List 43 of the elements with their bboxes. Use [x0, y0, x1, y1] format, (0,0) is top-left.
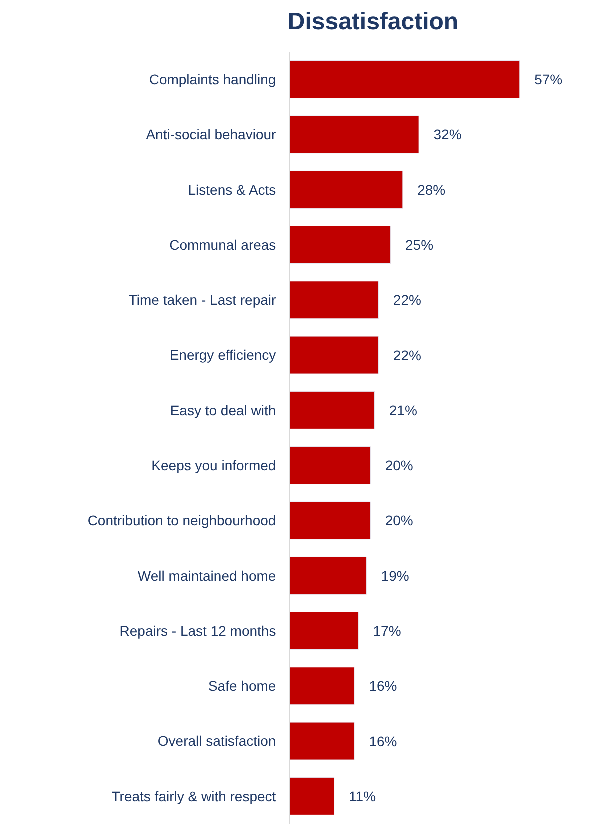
- bar: [290, 281, 379, 320]
- data-label: 32%: [422, 126, 462, 143]
- y-tick-label: Treats fairly & with respect: [112, 788, 276, 804]
- bar: [290, 336, 379, 374]
- bar: [290, 391, 375, 430]
- bar: [290, 226, 392, 264]
- bar: [290, 722, 355, 760]
- data-label: 16%: [358, 733, 398, 750]
- y-tick-label: Easy to deal with: [170, 402, 276, 418]
- y-tick-label: Communal areas: [170, 236, 276, 253]
- y-tick-label: Listens & Acts: [188, 182, 276, 198]
- data-label: 57%: [522, 72, 563, 88]
- bar: [290, 612, 359, 650]
- y-tick-label: Contribution to neighbourhood: [88, 512, 276, 529]
- data-label: 22%: [382, 292, 422, 308]
- y-tick-label: Anti-social behaviour: [146, 126, 277, 143]
- data-label: 25%: [394, 237, 434, 253]
- data-label: 21%: [378, 402, 418, 418]
- chart-title: Dissatisfaction: [288, 8, 459, 36]
- bar: [290, 502, 371, 540]
- data-label: 19%: [370, 568, 410, 584]
- bar: [290, 60, 520, 99]
- y-tick-label: Energy efficiency: [170, 347, 276, 364]
- y-tick-label: Repairs - Last 12 months: [120, 622, 276, 639]
- y-tick-label: Overall satisfaction: [158, 733, 276, 750]
- data-label: 11%: [337, 788, 376, 804]
- y-tick-label: Safe home: [208, 678, 276, 694]
- bar: [290, 446, 371, 485]
- data-label: 20%: [374, 512, 414, 529]
- y-tick-label: Keeps you informed: [152, 457, 276, 474]
- data-label: 17%: [362, 623, 402, 639]
- bar: [290, 170, 404, 209]
- data-label: 28%: [406, 182, 446, 198]
- bar: [290, 777, 335, 816]
- data-label: 22%: [382, 347, 422, 364]
- bar: [290, 556, 367, 595]
- y-tick-label: Complaints handling: [149, 71, 276, 88]
- y-tick-label: Time taken - Last repair: [128, 292, 277, 308]
- y-tick-label: Well maintained home: [138, 568, 276, 584]
- data-label: 20%: [374, 458, 414, 474]
- data-label: 16%: [358, 678, 398, 694]
- bar: [290, 667, 355, 706]
- bar: [290, 116, 420, 154]
